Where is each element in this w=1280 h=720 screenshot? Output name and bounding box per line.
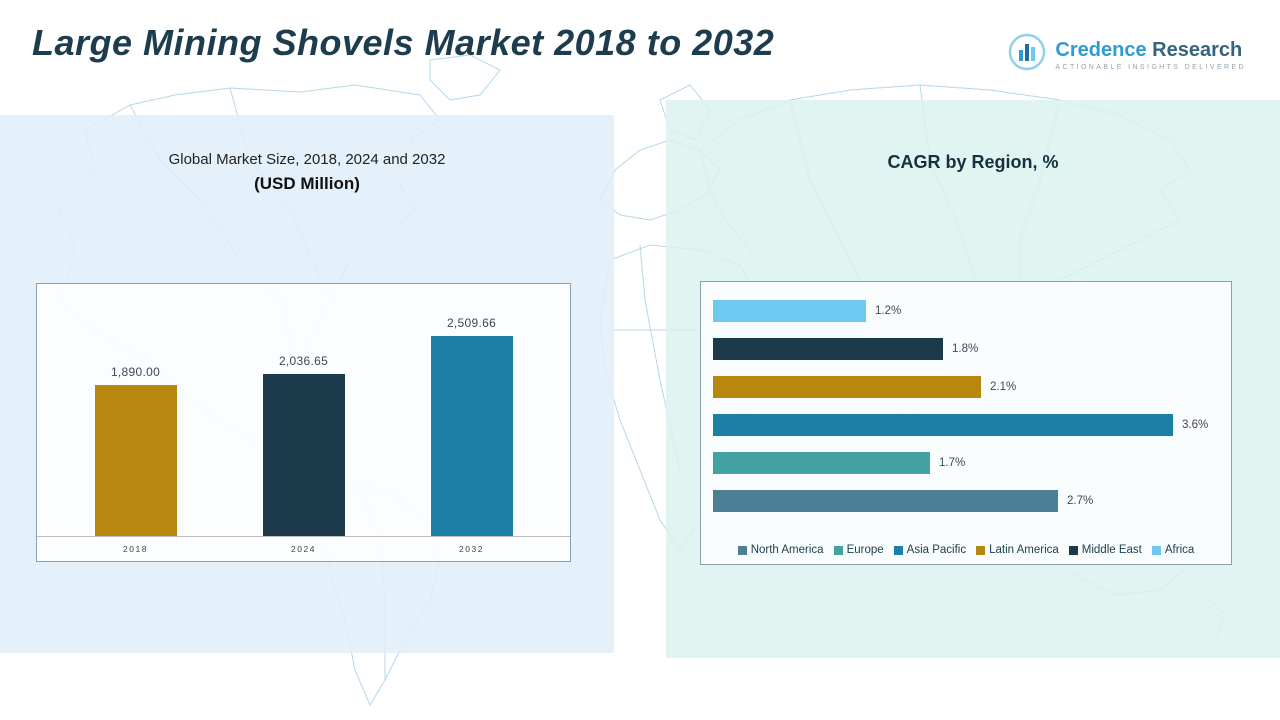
cagr-plot-area: 1.2% 1.8% 2.1% 3.6% 1.7% 2.7% (713, 300, 1219, 528)
bar-value-label: 1.8% (952, 343, 979, 355)
legend-swatch (1068, 545, 1078, 555)
legend-swatch (1151, 545, 1161, 555)
logo-name-primary: Credence (1055, 38, 1147, 61)
logo-name-secondary: Research (1152, 38, 1243, 61)
bar (713, 338, 943, 360)
bar-value-label: 1.2% (875, 305, 902, 317)
bar-chart-logo-icon (1007, 32, 1047, 77)
header: Large Mining Shovels Market 2018 to 2032… (0, 0, 1280, 100)
legend-swatch (833, 545, 843, 555)
bar-value-label: 2.7% (1067, 495, 1094, 507)
bar-value-label: 2.1% (990, 381, 1017, 393)
axis-tick-label: 2024 (291, 544, 316, 554)
legend-item: Europe (833, 544, 884, 556)
legend-label: Middle East (1081, 544, 1142, 556)
bar-row: 3.6% (713, 414, 1219, 436)
bar-row: 1.2% (713, 300, 1219, 322)
bar (713, 490, 1058, 512)
bar (94, 385, 177, 536)
legend-swatch (893, 545, 903, 555)
logo-text: Credence Research Actionable Insights De… (1055, 39, 1246, 71)
bar-group: 2,036.65 (249, 354, 359, 536)
logo-tagline: Actionable Insights Delivered (1055, 63, 1246, 71)
legend-item: Africa (1151, 544, 1195, 556)
legend-label: Latin America (989, 544, 1059, 556)
market-size-chart-title: Global Market Size, 2018, 2024 and 2032 (168, 151, 446, 168)
axis-tick-label: 2032 (459, 544, 484, 554)
bar-row: 2.7% (713, 490, 1219, 512)
bar (713, 452, 930, 474)
axis-tick-label: 2018 (123, 544, 148, 554)
legend-item: Asia Pacific (893, 544, 967, 556)
bar-group: 2,509.66 (417, 316, 527, 536)
bar-value-label: 2,509.66 (446, 316, 497, 330)
market-size-plot-area: 1,890.00 2,036.65 2,509.66 (37, 284, 570, 536)
bar (430, 336, 513, 536)
market-size-chart: 1,890.00 2,036.65 2,509.66 2018 2024 2032 (36, 283, 571, 562)
cagr-panel: CAGR by Region, % 1.2% 1.8% 2.1% 3.6% 1.7% 2.… (666, 100, 1280, 658)
bar-value-label: 1,890.00 (110, 365, 161, 379)
bar (262, 374, 345, 536)
legend-label: North America (750, 544, 824, 556)
cagr-legend: North America Europe Asia Pacific Latin Ame… (701, 544, 1231, 556)
legend-item: Latin America (976, 544, 1059, 556)
credence-research-logo: Credence Research Actionable Insights De… (1007, 32, 1246, 77)
legend-item: North America (737, 544, 824, 556)
market-size-x-axis: 2018 2024 2032 (37, 536, 570, 561)
cagr-chart: 1.2% 1.8% 2.1% 3.6% 1.7% 2.7% North America Eu… (700, 281, 1232, 565)
bar-row: 1.7% (713, 452, 1219, 474)
legend-item: Middle East (1068, 544, 1142, 556)
bar-value-label: 3.6% (1182, 419, 1209, 431)
bar-value-label: 1.7% (939, 457, 966, 469)
bar (713, 414, 1173, 436)
bar-row: 2.1% (713, 376, 1219, 398)
legend-swatch (976, 545, 986, 555)
bar-row: 1.8% (713, 338, 1219, 360)
cagr-chart-title: CAGR by Region, % (887, 152, 1059, 172)
bar-group: 1,890.00 (81, 365, 191, 536)
page-title: Large Mining Shovels Market 2018 to 2032 (32, 22, 775, 63)
market-size-chart-subtitle: (USD Million) (254, 174, 360, 193)
legend-label: Europe (846, 544, 884, 556)
legend-label: Asia Pacific (906, 544, 967, 556)
bar (713, 300, 866, 322)
bar (713, 376, 981, 398)
bar-value-label: 2,036.65 (278, 354, 329, 368)
legend-swatch (737, 545, 747, 555)
legend-label: Africa (1164, 544, 1195, 556)
market-size-panel: Global Market Size, 2018, 2024 and 2032 … (0, 115, 614, 653)
